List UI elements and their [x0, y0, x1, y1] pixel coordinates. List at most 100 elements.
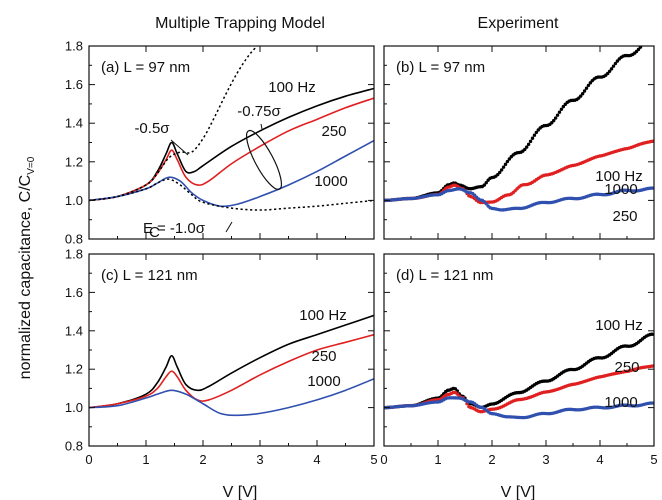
- y-tick-label: 1.6: [65, 285, 83, 300]
- data-point: [484, 181, 488, 185]
- series-c-2-line: [89, 378, 374, 417]
- series-a-3-line: [89, 46, 258, 202]
- data-point: [606, 71, 610, 76]
- data-point: [555, 113, 560, 117]
- y-tick-label: 1.2: [65, 362, 83, 377]
- panel-d: 0 1 2 3 4 5 (d) L = 121 nm 100 Hz 250 1000: [380, 253, 658, 467]
- y-tick-label: 0.8: [65, 232, 83, 247]
- y-tick-label: 1.4: [65, 323, 83, 338]
- y-tick-label: 1.8: [65, 39, 83, 54]
- annotation-d-1: 250: [614, 359, 639, 376]
- data-point: [505, 159, 510, 164]
- annotation-b-1: 250: [612, 208, 637, 225]
- data-point: [579, 94, 583, 98]
- leader-line-075: [260, 123, 263, 130]
- y-tick-label: 0.8: [65, 439, 83, 454]
- panel-c: 0 1 2 3 4 5 0.8 1.0 1.2 1.4 1.6 1.8 (c) L = 121 nm 10…: [65, 247, 378, 468]
- data-point: [530, 136, 535, 140]
- data-point: [498, 170, 502, 175]
- data-point: [650, 36, 653, 39]
- data-point: [584, 86, 589, 90]
- annotation-a-2: 1000: [314, 173, 347, 190]
- annotation-d-2: 1000: [604, 394, 637, 411]
- annotation-a-1: 250: [321, 123, 346, 140]
- panel-b: (b) L = 97 nm 100 Hz 250 1000: [383, 36, 655, 240]
- x-tick-label: 2: [199, 452, 206, 467]
- annotation-a-3: -0.5σ: [134, 120, 170, 137]
- data-point: [561, 104, 566, 109]
- annotation-c-2: 1000: [307, 373, 340, 390]
- x-tick-label: 1: [434, 452, 441, 467]
- data-point: [643, 41, 646, 44]
- data-point: [613, 61, 618, 66]
- data-point: [526, 142, 531, 147]
- series-d-0-markers: [384, 332, 654, 410]
- data-point: [525, 145, 529, 149]
- series-b-2-markers: [384, 186, 654, 212]
- x-axis-title-left: V [V]: [223, 484, 258, 500]
- x-tick-label: 1: [142, 452, 149, 467]
- series-group-b: [384, 36, 655, 212]
- series-a-4-line: [89, 178, 374, 211]
- annotation-a-0: 100 Hz: [268, 79, 316, 96]
- data-point: [580, 91, 585, 96]
- y-tick-label: 1.2: [65, 154, 83, 169]
- data-point: [638, 46, 643, 49]
- y-axis-title-subscript: V=0: [26, 156, 37, 175]
- x-tick-label: 2: [488, 452, 495, 467]
- y-tick-label: 1.8: [65, 247, 83, 262]
- y-axis-title: normalized capacitance, C/CV=0: [17, 156, 37, 379]
- data-point: [582, 89, 587, 93]
- data-point: [532, 133, 537, 137]
- annotation-d-0: 100 Hz: [595, 317, 643, 334]
- annotation-a-5: E: [143, 220, 153, 237]
- x-tick-label: 5: [370, 452, 377, 467]
- data-point: [557, 110, 562, 114]
- data-point: [588, 81, 593, 85]
- x-tick-label: 5: [650, 452, 657, 467]
- data-point: [559, 107, 564, 112]
- x-tick-label: 0: [85, 452, 92, 467]
- data-point: [636, 47, 641, 52]
- annotation-c-1: 250: [311, 348, 336, 365]
- x-tick-label: 0: [380, 452, 387, 467]
- series-c-0-line: [89, 314, 374, 409]
- y-tick-label: 1.0: [65, 193, 83, 208]
- x-tick-label: 3: [542, 452, 549, 467]
- data-point: [484, 202, 488, 206]
- data-point: [609, 67, 614, 71]
- series-c-1-line: [89, 333, 374, 409]
- panel-label-c: (c) L = 121 nm: [101, 267, 198, 284]
- annotation-a-6: C: [149, 224, 160, 241]
- series-group-d: [384, 332, 654, 420]
- panel-label-d: (d) L = 121 nm: [396, 267, 493, 284]
- data-point: [645, 39, 648, 42]
- data-point: [523, 147, 527, 152]
- data-point: [586, 83, 591, 88]
- panel-label-a: (a) L = 97 nm: [101, 59, 190, 76]
- annotation-c-0: 100 Hz: [299, 307, 347, 324]
- data-point: [499, 168, 504, 172]
- data-point: [648, 37, 651, 40]
- data-point: [482, 183, 486, 187]
- x-tick-label: 3: [256, 452, 263, 467]
- data-point: [528, 139, 533, 144]
- column-title-model: Multiple Trapping Model: [155, 15, 325, 32]
- data-point: [553, 116, 558, 120]
- series-group-c: [89, 314, 374, 417]
- leader-line-05: [170, 139, 189, 156]
- y-tick-label: 1.0: [65, 400, 83, 415]
- panel-label-b: (b) L = 97 nm: [396, 59, 485, 76]
- data-point: [611, 64, 616, 68]
- data-point: [552, 118, 556, 123]
- annotation-b-2: 1000: [604, 181, 637, 198]
- data-point: [607, 69, 612, 74]
- data-point: [534, 130, 539, 135]
- x-axis-title-right: V [V]: [501, 484, 536, 500]
- y-tick-label: 1.6: [65, 77, 83, 92]
- leader-line-10: [225, 221, 233, 233]
- annotation-b-0: 100 Hz: [595, 168, 643, 185]
- x-tick-label: 4: [313, 452, 320, 467]
- data-point: [501, 165, 506, 169]
- data-point: [652, 36, 655, 39]
